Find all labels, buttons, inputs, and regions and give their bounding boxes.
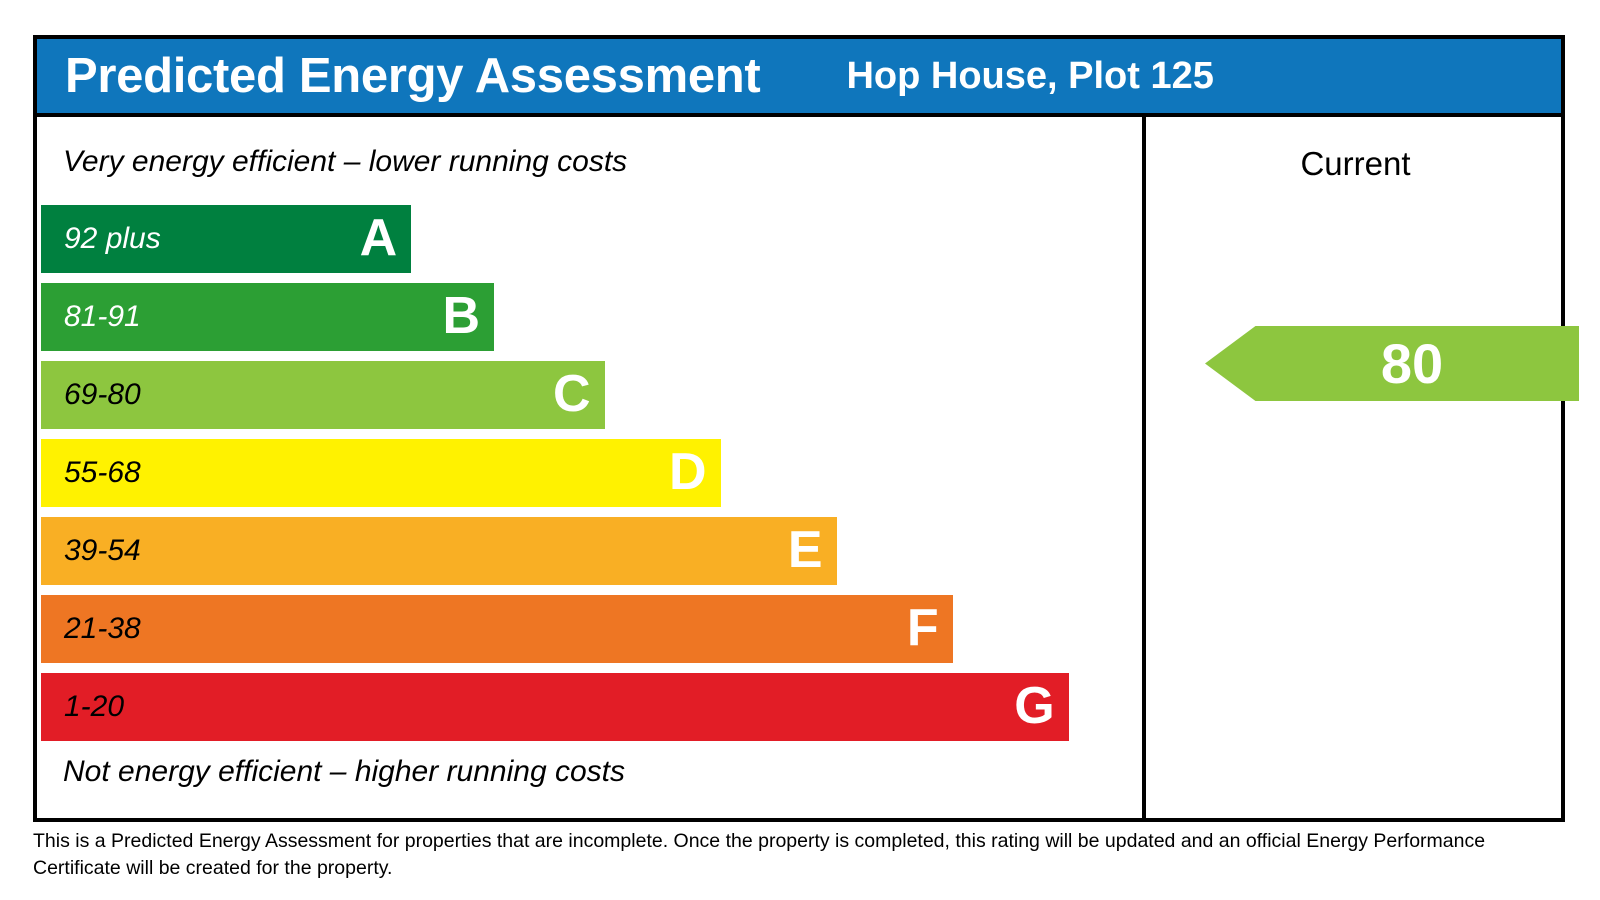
band-letter-g: G: [1014, 676, 1055, 735]
current-rating-column: Current 80: [1146, 117, 1579, 822]
band-letter-a: A: [359, 208, 398, 267]
energy-rating-chart: Very energy efficient – lower running co…: [37, 117, 1142, 822]
chart-caption-bottom: Not energy efficient – higher running co…: [63, 755, 625, 788]
band-range-b: 81-91: [64, 300, 141, 333]
rating-band-d: 55-68 D: [41, 439, 721, 507]
rating-band-b: 81-91 B: [41, 283, 495, 351]
rating-band-e: 39-54 E: [41, 517, 837, 585]
band-range-a: 92 plus: [64, 222, 161, 255]
band-letter-e: E: [787, 520, 823, 579]
rating-band-a: 92 plus A: [41, 205, 412, 273]
page-title: Predicted Energy Assessment: [65, 48, 761, 103]
certificate-frame: Predicted Energy Assessment Hop House, P…: [33, 35, 1579, 822]
rating-band-f: 21-38 F: [41, 595, 953, 663]
rating-band-c: 69-80 C: [41, 361, 605, 429]
column-divider: [1142, 117, 1146, 822]
chart-caption-top: Very energy efficient – lower running co…: [63, 145, 628, 178]
band-range-f: 21-38: [64, 612, 141, 645]
property-name: Hop House, Plot 125: [846, 55, 1214, 97]
band-letter-b: B: [442, 286, 481, 345]
current-rating-value: 80: [1380, 331, 1444, 395]
current-rating-arrow: 80: [1205, 326, 1579, 401]
band-range-g: 1-20: [64, 690, 125, 723]
rating-band-g: 1-20 G: [41, 673, 1069, 741]
current-column-heading: Current: [1300, 145, 1411, 182]
footnote-text: This is a Predicted Energy Assessment fo…: [33, 830, 1486, 879]
band-letter-c: C: [552, 364, 591, 423]
band-range-d: 55-68: [64, 456, 141, 489]
band-range-c: 69-80: [64, 378, 141, 411]
band-letter-f: F: [906, 598, 939, 657]
band-letter-d: D: [669, 442, 707, 501]
title-bar: Predicted Energy Assessment Hop House, P…: [37, 39, 1561, 117]
band-range-e: 39-54: [64, 534, 141, 567]
